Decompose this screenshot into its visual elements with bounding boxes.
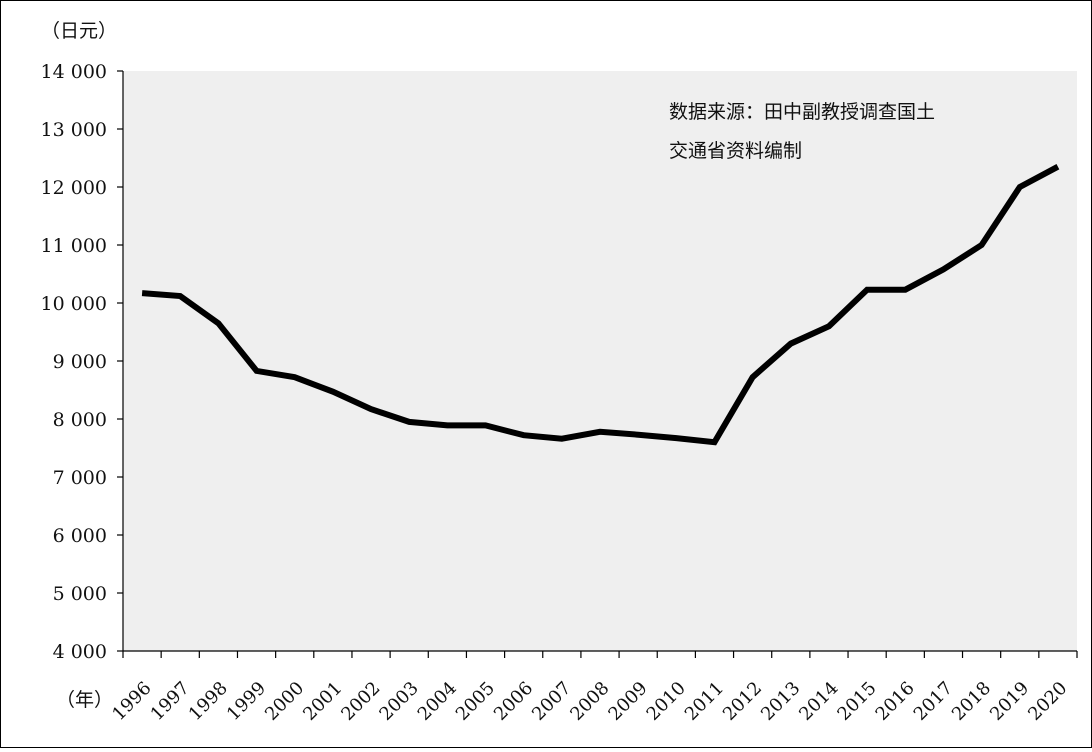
y-tick-label: 9 000 — [53, 351, 107, 373]
x-tick-label: 2019 — [986, 678, 1033, 725]
x-tick-label: 2015 — [833, 678, 880, 725]
x-tick-label: 1997 — [147, 678, 194, 725]
y-tick-label: 4 000 — [53, 641, 107, 663]
y-tick-label: 10 000 — [41, 293, 107, 315]
x-tick-label: 2007 — [528, 678, 575, 725]
y-tick-label: 6 000 — [53, 525, 107, 547]
source-annotation-line-1: 数据来源：田中副教授调查国土 — [669, 101, 935, 123]
y-unit-label: （日元） — [41, 20, 117, 42]
source-annotation-line-2: 交通省资料编制 — [669, 140, 802, 162]
x-tick-label: 2001 — [299, 678, 346, 725]
x-tick-label: 2005 — [452, 678, 499, 725]
x-tick-label: 2017 — [910, 678, 957, 725]
x-tick-label: 1999 — [223, 678, 270, 725]
y-tick-label: 5 000 — [53, 583, 107, 605]
x-tick-label: 2008 — [566, 678, 613, 725]
x-tick-label: 2006 — [490, 678, 537, 725]
x-tick-label: 2012 — [719, 678, 766, 725]
y-tick-label: 13 000 — [41, 119, 107, 141]
x-tick-label: 2011 — [681, 678, 728, 725]
x-tick-label: 2010 — [643, 678, 690, 725]
x-tick-label: 1998 — [185, 678, 232, 725]
x-axis: 1996199719981999200020012002200320042005… — [108, 651, 1077, 725]
x-tick-label: 2009 — [604, 678, 651, 725]
x-tick-label: 2013 — [757, 678, 804, 725]
y-tick-label: 12 000 — [41, 177, 107, 199]
x-tick-label: 2020 — [1024, 678, 1071, 725]
y-axis: 4 000 5 000 6 000 7 000 8 000 9 000 10 000 11 0… — [41, 61, 123, 663]
y-tick-label: 7 000 — [53, 467, 107, 489]
x-tick-label: 2018 — [948, 678, 995, 725]
y-tick-label: 8 000 — [53, 409, 107, 431]
x-tick-label: 2014 — [795, 678, 842, 725]
x-tick-label: 2002 — [337, 678, 384, 725]
x-tick-label: 2016 — [872, 678, 919, 725]
plot-background — [123, 71, 1077, 651]
y-tick-label: 11 000 — [41, 235, 107, 257]
x-tick-label: 1996 — [108, 678, 155, 725]
x-tick-label: 2004 — [414, 678, 461, 725]
y-tick-label: 14 000 — [41, 61, 107, 83]
x-tick-label: 2000 — [261, 678, 308, 725]
x-unit-label: （年） — [56, 689, 113, 711]
x-tick-label: 2003 — [375, 678, 422, 725]
